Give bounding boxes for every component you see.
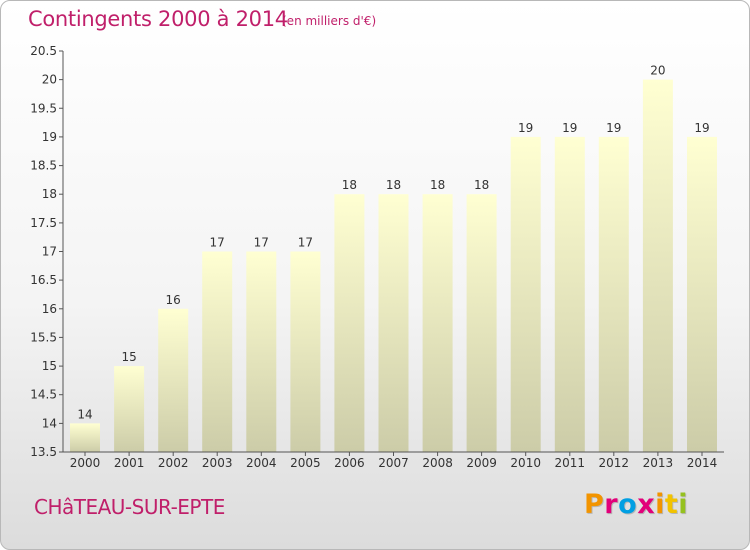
bar-2009 (466, 194, 497, 452)
bar-2008 (422, 194, 453, 452)
bar-2011 (554, 136, 585, 452)
y-tick-label: 14 (42, 416, 57, 430)
logo-letter: i (678, 489, 689, 520)
bar-2010 (510, 136, 541, 452)
chart-subtitle: (en milliers d'€) (282, 14, 377, 28)
data-label-2001: 15 (121, 350, 136, 364)
bar-2002 (158, 308, 189, 452)
bar-2001 (114, 366, 145, 452)
data-label-2009: 18 (474, 178, 489, 192)
data-label-2005: 17 (298, 236, 313, 250)
data-label-2004: 17 (254, 236, 269, 250)
data-label-2014: 19 (694, 121, 709, 135)
bar-2014 (687, 136, 717, 452)
y-tick-label: 16 (42, 302, 57, 316)
logo-letter: r (604, 489, 619, 520)
y-tick-label: 13.5 (30, 445, 57, 459)
data-label-2010: 19 (518, 121, 533, 135)
bar-2000 (70, 423, 100, 452)
x-tick-label-2005: 2005 (290, 456, 321, 470)
data-label-2012: 19 (606, 121, 621, 135)
x-tick-label-2007: 2007 (378, 456, 409, 470)
x-tick-label-2002: 2002 (158, 456, 189, 470)
bar-2013 (642, 79, 673, 452)
data-label-2011: 19 (562, 121, 577, 135)
bar-2004 (246, 251, 277, 452)
y-tick-label: 20 (42, 73, 57, 87)
bar-2005 (290, 251, 321, 452)
axes-group: 2000 2001 2002 2003 2004 2005 2006 2007 2008 2009… (30, 44, 724, 470)
logo-letter: i (655, 489, 665, 520)
y-tick-label: 19 (42, 130, 57, 144)
y-tick-label: 16.5 (30, 273, 57, 287)
logo-letter: P (584, 489, 605, 520)
chart-title: Contingents 2000 à 2014 (28, 7, 288, 31)
y-tick-label: 18.5 (30, 159, 57, 173)
x-tick-label-2000: 2000 (70, 456, 101, 470)
y-tick-label: 14.5 (30, 388, 57, 402)
x-tick-label-2011: 2011 (555, 456, 586, 470)
data-label-2013: 20 (650, 64, 665, 78)
logo-letter: o (618, 489, 638, 520)
y-tick-label: 19.5 (30, 101, 57, 115)
x-tick-label-2008: 2008 (422, 456, 453, 470)
data-label-2007: 18 (386, 178, 401, 192)
bar-2012 (598, 136, 629, 452)
bars-group: 14 15 16 17 17 17 18 18 18 18 19 19 19 20 19 (70, 64, 717, 452)
bar-2007 (378, 194, 409, 452)
data-label-2003: 17 (210, 236, 225, 250)
y-tick-label: 17.5 (30, 216, 57, 230)
bar-2003 (202, 251, 233, 452)
x-tick-label-2013: 2013 (643, 456, 674, 470)
data-label-2000: 14 (77, 407, 92, 421)
y-tick-label: 15 (42, 359, 57, 373)
x-tick-label-2012: 2012 (599, 456, 630, 470)
proxiti-logo[interactable]: Proxiti (584, 489, 688, 520)
place-name: CHâTEAU-SUR-EPTE (34, 495, 225, 519)
x-tick-label-2001: 2001 (114, 456, 145, 470)
y-tick-label: 20.5 (30, 44, 57, 58)
logo-letter: t (664, 489, 679, 520)
x-tick-label-2004: 2004 (246, 456, 277, 470)
y-tick-label: 15.5 (30, 330, 57, 344)
x-tick-label-2009: 2009 (466, 456, 497, 470)
x-tick-label-2014: 2014 (687, 456, 718, 470)
bar-2006 (334, 194, 365, 452)
x-tick-label-2006: 2006 (334, 456, 365, 470)
data-label-2006: 18 (342, 178, 357, 192)
data-label-2002: 16 (166, 293, 181, 307)
logo-letter: x (637, 489, 656, 520)
y-tick-label: 17 (42, 245, 57, 259)
y-tick-label: 18 (42, 187, 57, 201)
data-label-2008: 18 (430, 178, 445, 192)
x-tick-label-2010: 2010 (510, 456, 541, 470)
x-tick-label-2003: 2003 (202, 456, 233, 470)
